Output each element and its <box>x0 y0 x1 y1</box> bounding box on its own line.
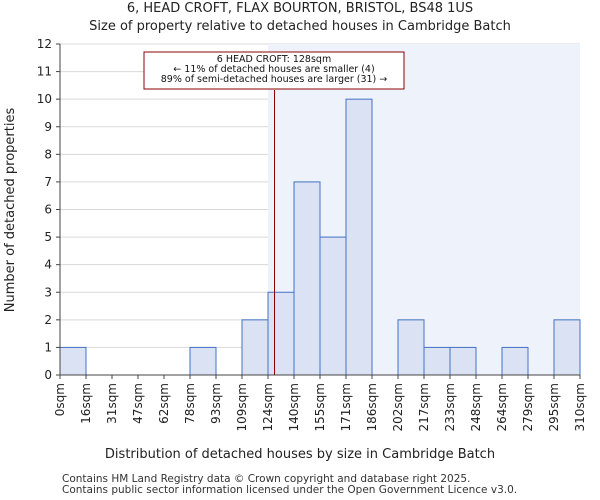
y-tick-label: 5 <box>44 230 52 244</box>
chart-title: 6, HEAD CROFT, FLAX BOURTON, BRISTOL, BS… <box>126 1 474 16</box>
x-tick-label: 109sqm <box>235 383 249 431</box>
x-tick-label: 279sqm <box>521 383 535 431</box>
y-tick-label: 11 <box>37 65 52 79</box>
y-tick-label: 6 <box>44 203 52 217</box>
x-axis-label: Distribution of detached houses by size … <box>105 447 495 462</box>
x-tick-label: 248sqm <box>469 383 483 431</box>
x-tick-label: 295sqm <box>547 383 561 431</box>
x-tick-label: 78sqm <box>183 383 197 424</box>
y-tick-label: 3 <box>44 285 52 299</box>
histogram-bar <box>189 346 217 376</box>
x-tick-label: 217sqm <box>417 383 431 431</box>
y-tick-label: 0 <box>44 368 52 382</box>
x-tick-label: 62sqm <box>157 383 171 424</box>
histogram-bar <box>241 319 269 376</box>
x-tick-label: 93sqm <box>209 383 223 424</box>
y-tick-label: 1 <box>44 340 52 354</box>
histogram-bar <box>553 319 581 376</box>
y-tick-label: 7 <box>44 175 52 189</box>
y-tick-label: 9 <box>44 120 52 134</box>
footer-licence: Contains public sector information licen… <box>62 484 518 496</box>
x-tick-label: 202sqm <box>391 383 405 431</box>
histogram-bar <box>345 98 373 376</box>
x-tick-label: 171sqm <box>339 383 353 431</box>
x-tick-label: 31sqm <box>105 383 119 424</box>
annotation-box: 6 HEAD CROFT: 128sqm ← 11% of detached h… <box>143 51 405 90</box>
annotation-line-2: ← 11% of detached houses are smaller (4) <box>173 64 374 75</box>
y-axis-label: Number of detached properties <box>3 108 18 313</box>
x-tick-label: 0sqm <box>53 383 67 416</box>
x-tick-label: 140sqm <box>287 383 301 431</box>
histogram-bar <box>267 291 295 376</box>
histogram-bar <box>319 236 347 376</box>
x-tick-label: 186sqm <box>365 383 379 431</box>
x-tick-label: 233sqm <box>443 383 457 431</box>
y-tick-label: 4 <box>44 258 52 272</box>
histogram-bar <box>293 181 321 376</box>
footer-copyright: Contains HM Land Registry data © Crown c… <box>62 473 471 485</box>
histogram-bar <box>59 346 87 376</box>
y-tick-label: 8 <box>44 147 52 161</box>
annotation-line-1: 6 HEAD CROFT: 128sqm <box>217 54 331 65</box>
x-tick-label: 310sqm <box>573 383 587 431</box>
histogram-bar <box>501 346 529 376</box>
chart-subtitle: Size of property relative to detached ho… <box>89 19 511 34</box>
annotation-line-3: 89% of semi-detached houses are larger (… <box>161 74 388 85</box>
x-tick-label: 124sqm <box>261 383 275 431</box>
histogram-bar <box>449 346 477 376</box>
x-tick-label: 155sqm <box>313 383 327 431</box>
y-tick-label: 10 <box>37 92 52 106</box>
x-tick-label: 47sqm <box>131 383 145 424</box>
histogram-bar <box>397 319 425 376</box>
y-tick-label: 12 <box>37 37 52 51</box>
x-tick-label: 264sqm <box>495 383 509 431</box>
y-tick-label: 2 <box>44 313 52 327</box>
histogram-bar <box>423 346 451 376</box>
x-tick-label: 16sqm <box>79 383 93 424</box>
